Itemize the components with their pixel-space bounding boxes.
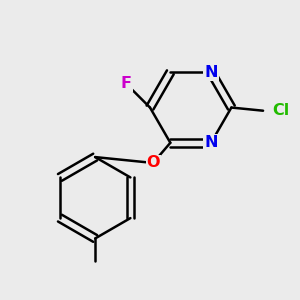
Text: N: N — [204, 65, 218, 80]
Text: F: F — [121, 76, 132, 92]
Text: N: N — [204, 135, 218, 150]
Text: O: O — [146, 155, 160, 170]
Text: Cl: Cl — [272, 103, 289, 118]
